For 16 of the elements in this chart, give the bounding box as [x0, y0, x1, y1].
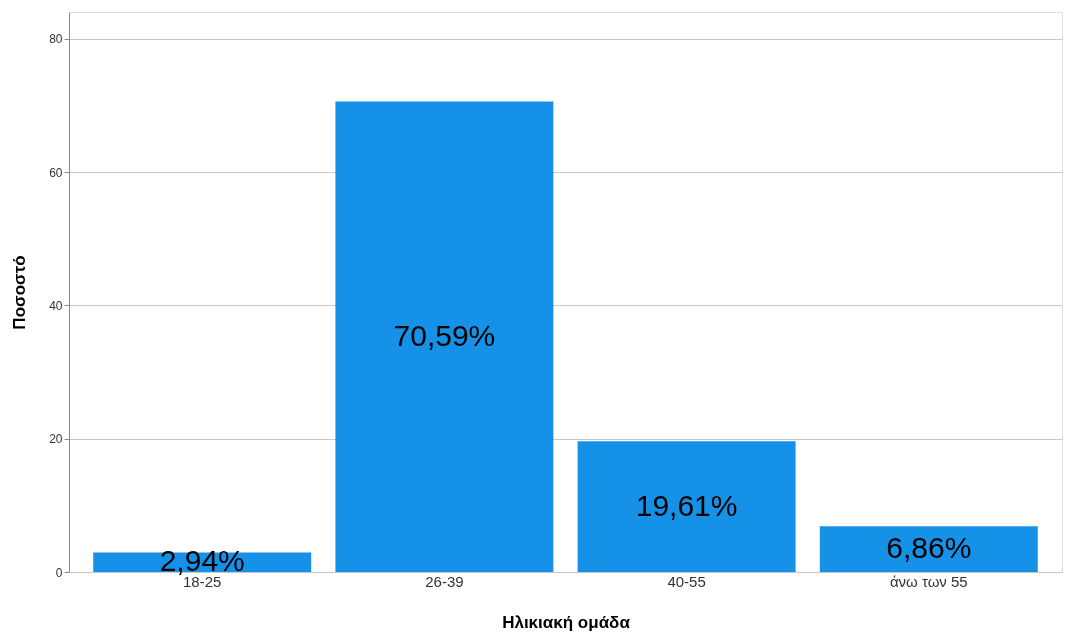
y-tick-label: 80: [49, 32, 63, 47]
x-axis-title: Ηλικιακή ομάδα: [502, 612, 631, 632]
y-tick-label: 20: [49, 432, 63, 447]
y-tick-label: 60: [49, 165, 63, 180]
x-tick-label: άνω των 55: [889, 572, 968, 590]
data-label: 6,86%: [886, 531, 972, 565]
bar: [819, 526, 1038, 572]
y-tick-label: 0: [55, 565, 63, 580]
x-tick-label: 26-39: [425, 572, 464, 590]
bar: [577, 441, 796, 572]
bar: [335, 101, 554, 572]
y-tick-label: 40: [49, 298, 63, 313]
x-tick-label: 40-55: [667, 572, 706, 590]
data-label: 70,59%: [393, 318, 496, 352]
y-axis-title: Ποσοστό: [10, 255, 30, 330]
data-label: 19,61%: [635, 488, 738, 522]
